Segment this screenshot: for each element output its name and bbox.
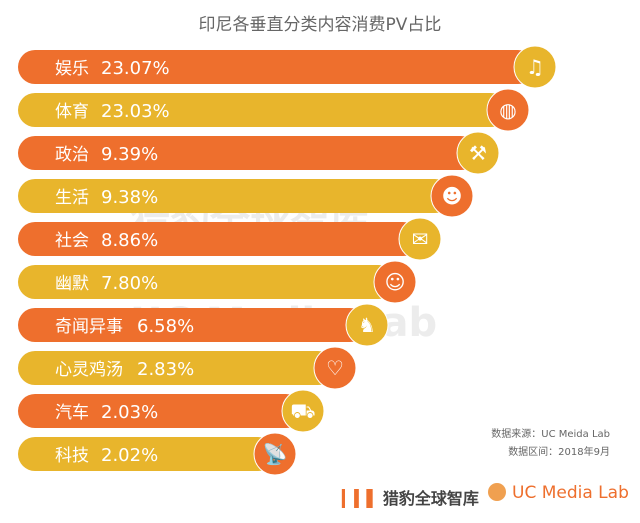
category-label-5: 幽默 <box>55 274 89 294</box>
bar-4 <box>18 222 420 256</box>
value-label-0: 23.07% <box>101 58 170 79</box>
category-label-9: 科技 <box>55 446 89 466</box>
uc-logo-text: UC Media Lab <box>512 483 629 503</box>
data-source: 数据来源：UC Meida Lab <box>491 429 610 440</box>
bar-2 <box>18 136 478 170</box>
uc-logo: UC Media Lab <box>488 483 629 503</box>
category-label-8: 汽车 <box>55 403 89 423</box>
bar-9 <box>18 437 275 471</box>
value-label-6: 6.58% <box>137 316 194 337</box>
category-label-4: 社会 <box>55 231 89 251</box>
bar-end-circle-1 <box>486 88 530 132</box>
squirrel-icon <box>488 483 506 501</box>
bar-end-circle-2 <box>456 131 500 175</box>
bar-8 <box>18 394 303 428</box>
basketball-icon: ◍ <box>499 98 516 122</box>
smiley-icon: ☺ <box>385 270 406 294</box>
cheetah-logo-text: 猎豹全球智库 <box>382 489 479 508</box>
category-label-1: 体育 <box>55 102 89 122</box>
bar-1 <box>18 93 508 127</box>
category-label-3: 生活 <box>55 188 89 208</box>
car-icon: ⛟ <box>290 399 315 423</box>
bar-end-circle-8 <box>281 389 325 433</box>
bar-end-circle-6 <box>345 303 389 347</box>
value-label-5: 7.80% <box>101 273 158 294</box>
bar-end-circle-9 <box>253 432 297 476</box>
heart-icon: ♡ <box>326 356 344 380</box>
bar-end-circle-5 <box>373 260 417 304</box>
satellite-dish-icon: 📡 <box>263 441 288 466</box>
category-label-7: 心灵鸡汤 <box>55 360 123 380</box>
bar-0 <box>18 50 535 84</box>
bar-end-circle-4 <box>398 217 442 261</box>
value-label-4: 8.86% <box>101 230 158 251</box>
value-label-9: 2.02% <box>101 445 158 466</box>
value-label-8: 2.03% <box>101 402 158 423</box>
value-label-1: 23.03% <box>101 101 170 122</box>
chat-bubbles-icon: ✉ <box>412 227 429 251</box>
data-period: 数据区间：2018年9月 <box>508 447 610 458</box>
bar-6 <box>18 308 367 342</box>
bar-end-circle-7 <box>313 346 357 390</box>
group-icon: ☻ <box>442 184 463 208</box>
cheetah-logo: ▎▍▌ 猎豹全球智库 <box>342 489 479 508</box>
bar-end-circle-3 <box>430 174 474 218</box>
bar-end-circle-0 <box>513 45 557 89</box>
music-note-icon: ♫ <box>526 55 544 79</box>
value-label-2: 9.39% <box>101 144 158 165</box>
cat-face-icon: ♞ <box>358 313 376 337</box>
category-label-6: 奇闻异事 <box>55 317 123 337</box>
value-label-7: 2.83% <box>137 359 194 380</box>
bar-5 <box>18 265 395 299</box>
category-label-0: 娱乐 <box>55 59 89 79</box>
bar-7 <box>18 351 335 385</box>
gavel-icon: ⚒ <box>469 141 487 165</box>
value-label-3: 9.38% <box>101 187 158 208</box>
bar-chart: ♫ 娱乐 23.07% ◍ 体育 23.03% ⚒ 政治 9.39% ☻ 生活 9.38% ✉ 社会 8.8… <box>18 45 557 476</box>
bar-3 <box>18 179 452 213</box>
category-label-2: 政治 <box>55 145 89 165</box>
chart-title: 印尼各垂直分类内容消费PV占比 <box>198 15 442 35</box>
